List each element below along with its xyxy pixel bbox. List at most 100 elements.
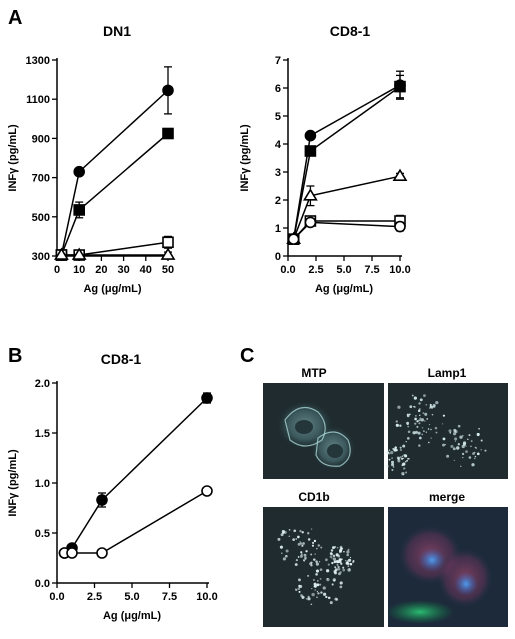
punctum: [465, 450, 468, 453]
y-axis-label: INFγ (pg/mL): [7, 124, 19, 192]
punctum: [395, 420, 398, 423]
punctum: [413, 396, 417, 400]
punctum: [285, 549, 289, 553]
punctum: [277, 537, 281, 541]
punctum: [339, 585, 343, 589]
punctum: [465, 445, 467, 447]
punctum: [316, 583, 320, 587]
punctum: [299, 542, 303, 545]
punctum: [431, 413, 434, 416]
punctum: [314, 553, 316, 555]
chart-title: CD8-1: [330, 23, 371, 39]
punctum: [470, 445, 472, 448]
punctum: [419, 417, 422, 420]
cd1b-puncta: [277, 528, 355, 606]
punctum: [347, 562, 350, 565]
merge-nucleus-2: [454, 572, 478, 596]
punctum: [318, 561, 321, 563]
punctum: [446, 454, 450, 458]
punctum: [414, 422, 417, 425]
punctum: [391, 468, 394, 471]
y-tick-label: 300: [32, 251, 50, 263]
punctum: [313, 579, 315, 581]
punctum: [417, 431, 421, 435]
punctum: [428, 441, 430, 444]
punctum: [283, 530, 287, 534]
y-tick-label: 1.5: [35, 428, 50, 440]
cd1b-micrograph: [263, 507, 384, 627]
punctum: [450, 444, 454, 449]
punctum: [471, 463, 475, 467]
punctum: [442, 437, 446, 441]
punctum: [295, 558, 299, 562]
punctum: [391, 460, 395, 464]
x-tick-label: 10.0: [196, 591, 217, 603]
mtp-cell-outline-1: [284, 406, 326, 447]
punctum: [280, 533, 284, 537]
punctum: [320, 591, 323, 594]
y-axis-label: INFγ (pg/mL): [239, 124, 251, 192]
punctum: [388, 449, 391, 451]
series-3: [54, 247, 176, 260]
punctum: [297, 578, 301, 582]
punctum: [343, 550, 345, 553]
punctum: [332, 554, 336, 558]
punctum: [418, 444, 421, 447]
punctum: [401, 455, 404, 457]
punctum: [342, 566, 345, 569]
y-tick-label: 3: [275, 167, 281, 179]
punctum: [319, 568, 323, 572]
punctum: [334, 568, 338, 571]
y-tick-label: 0: [275, 251, 281, 263]
punctum: [325, 569, 330, 573]
punctum: [303, 553, 307, 557]
punctum: [476, 432, 480, 437]
punctum: [397, 459, 401, 463]
punctum: [410, 406, 412, 408]
series-1: [58, 485, 213, 559]
punctum: [419, 436, 422, 440]
series-line: [60, 132, 169, 256]
punctum: [315, 569, 320, 573]
punctum: [404, 460, 407, 463]
punctum: [331, 583, 334, 586]
punctum: [307, 597, 311, 601]
punctum: [329, 601, 333, 605]
punctum: [444, 443, 447, 446]
punctum: [347, 565, 350, 568]
punctum: [320, 546, 323, 549]
punctum: [324, 593, 326, 595]
punctum: [315, 560, 318, 563]
punctum: [333, 560, 336, 563]
marker-filled-circle: [162, 84, 174, 97]
marker-open-circle: [201, 485, 213, 497]
punctum: [333, 579, 336, 582]
chart-title: CD8-1: [101, 351, 142, 367]
punctum: [425, 431, 427, 433]
punctum: [427, 428, 430, 430]
punctum: [313, 539, 317, 543]
punctum: [406, 413, 409, 416]
punctum: [480, 449, 482, 451]
merge-nucleus-1: [418, 548, 446, 572]
y-tick-label: 7: [275, 55, 281, 67]
marker-open-triangle: [160, 247, 176, 260]
punctum: [331, 557, 333, 559]
punctum: [395, 423, 399, 427]
marker-open-circle: [66, 547, 78, 559]
punctum: [424, 420, 426, 422]
x-tick-label: 5.0: [336, 264, 351, 276]
marker-open-circle: [304, 216, 317, 229]
punctum: [442, 443, 445, 447]
chart-cd8-1-b: CD8-1 0.0 0.5 1.0 1.5 2.0 0.0 2.5 5.0 7.5 10.0 Ag (…: [7, 351, 218, 622]
punctum: [324, 558, 328, 562]
punctum: [425, 403, 428, 406]
punctum: [310, 528, 313, 530]
punctum: [435, 431, 438, 434]
punctum: [282, 557, 286, 561]
punctum: [424, 412, 428, 416]
panel-c-letter: C: [240, 345, 254, 367]
punctum: [313, 558, 316, 561]
marker-filled-circle: [201, 392, 213, 404]
punctum: [310, 553, 313, 556]
